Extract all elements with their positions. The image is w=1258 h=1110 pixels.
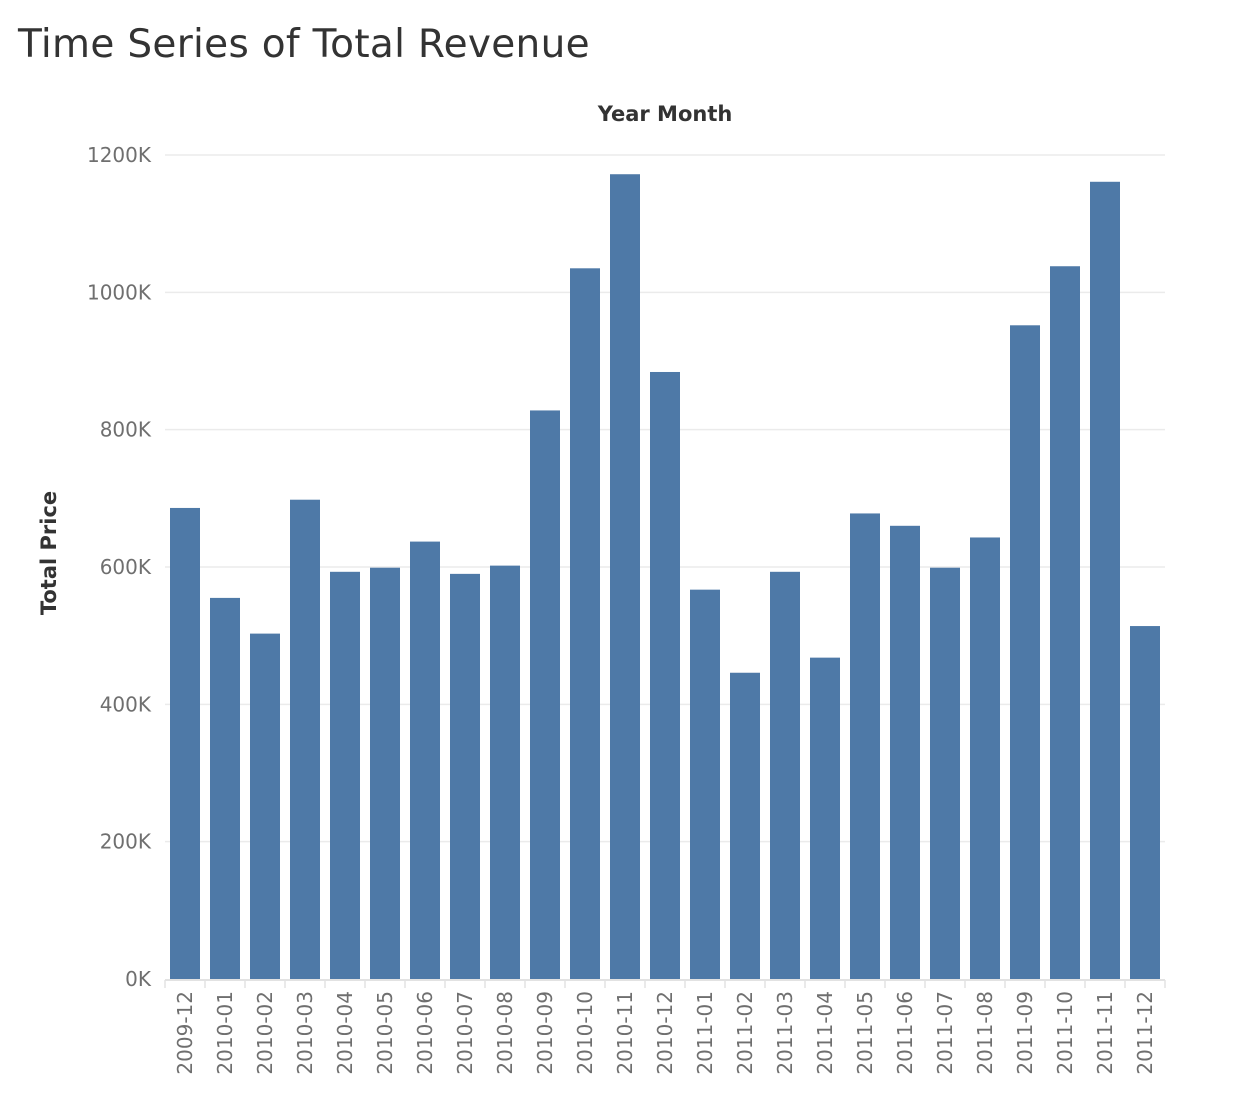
bar-2010-06[interactable]: [410, 541, 440, 979]
x-tick-label: 2010-04: [333, 991, 357, 1075]
bar-2010-08[interactable]: [490, 565, 520, 979]
x-tick-label: 2010-03: [293, 991, 317, 1075]
y-tick-label: 800K: [100, 418, 152, 442]
chart-title: Time Series of Total Revenue: [18, 22, 590, 67]
axes: [164, 979, 1166, 988]
x-tick-label: 2010-11: [613, 991, 637, 1075]
x-tick-label: 2010-08: [493, 991, 517, 1075]
bar-2010-01[interactable]: [210, 597, 240, 979]
bar-2011-09[interactable]: [1010, 325, 1040, 979]
x-tick-label: 2010-02: [253, 991, 277, 1075]
x-axis-title: Year Month: [597, 102, 733, 126]
bar-2010-07[interactable]: [450, 573, 480, 979]
bars: [170, 174, 1160, 979]
x-tick-label: 2011-07: [933, 991, 957, 1075]
bar-2011-05[interactable]: [850, 513, 880, 979]
x-tick-label: 2011-04: [813, 991, 837, 1075]
bar-2009-12[interactable]: [170, 507, 200, 979]
x-tick-label: 2010-01: [213, 991, 237, 1075]
x-tick-label: 2011-11: [1093, 991, 1117, 1075]
x-tick-label: 2010-05: [373, 991, 397, 1075]
bar-2010-04[interactable]: [330, 571, 360, 979]
bar-2010-11[interactable]: [610, 174, 640, 979]
bar-2011-01[interactable]: [690, 589, 720, 979]
x-tick-label: 2011-09: [1013, 991, 1037, 1075]
y-tick-label: 1200K: [87, 143, 152, 167]
bar-2011-06[interactable]: [890, 525, 920, 979]
bar-2011-03[interactable]: [770, 571, 800, 979]
bar-2010-02[interactable]: [250, 633, 280, 979]
bar-2011-11[interactable]: [1090, 181, 1120, 979]
bar-2010-05[interactable]: [370, 567, 400, 979]
bar-2010-09[interactable]: [530, 410, 560, 979]
y-axis-ticks: 0K 200K 400K 600K 800K 1000K 1200K: [87, 143, 152, 991]
bar-2010-12[interactable]: [650, 371, 680, 979]
y-tick-label: 400K: [100, 692, 152, 716]
bar-2011-08[interactable]: [970, 537, 1000, 979]
bar-2011-02[interactable]: [730, 672, 760, 979]
x-tick-label: 2011-06: [893, 991, 917, 1075]
x-tick-label: 2011-08: [973, 991, 997, 1075]
y-tick-label: 200K: [100, 830, 152, 854]
bar-2011-10[interactable]: [1050, 266, 1080, 979]
bar-2010-10[interactable]: [570, 268, 600, 979]
y-tick-label: 600K: [100, 555, 152, 579]
x-tick-label: 2010-12: [653, 991, 677, 1075]
bar-2011-04[interactable]: [810, 657, 840, 979]
y-tick-label: 1000K: [87, 280, 152, 304]
x-tick-label: 2011-02: [733, 991, 757, 1075]
bar-2011-12[interactable]: [1130, 626, 1160, 979]
x-tick-label: 2010-06: [413, 991, 437, 1075]
x-tick-label: 2011-01: [693, 991, 717, 1075]
x-tick-label: 2010-09: [533, 991, 557, 1075]
x-axis-ticks: 2009-12 2010-01 2010-02 2010-03 2010-04 2010-…: [173, 991, 1157, 1075]
y-tick-label: 0K: [125, 967, 152, 991]
x-tick-label: 2010-07: [453, 991, 477, 1075]
x-tick-label: 2011-05: [853, 991, 877, 1075]
x-tick-label: 2011-03: [773, 991, 797, 1075]
x-tick-label: 2011-10: [1053, 991, 1077, 1075]
y-axis-title: Total Price: [37, 491, 61, 615]
bar-2011-07[interactable]: [930, 567, 960, 979]
x-tick-label: 2011-12: [1133, 991, 1157, 1075]
x-tick-label: 2010-10: [573, 991, 597, 1075]
x-tick-label: 2009-12: [173, 991, 197, 1075]
bar-2010-03[interactable]: [290, 499, 320, 979]
